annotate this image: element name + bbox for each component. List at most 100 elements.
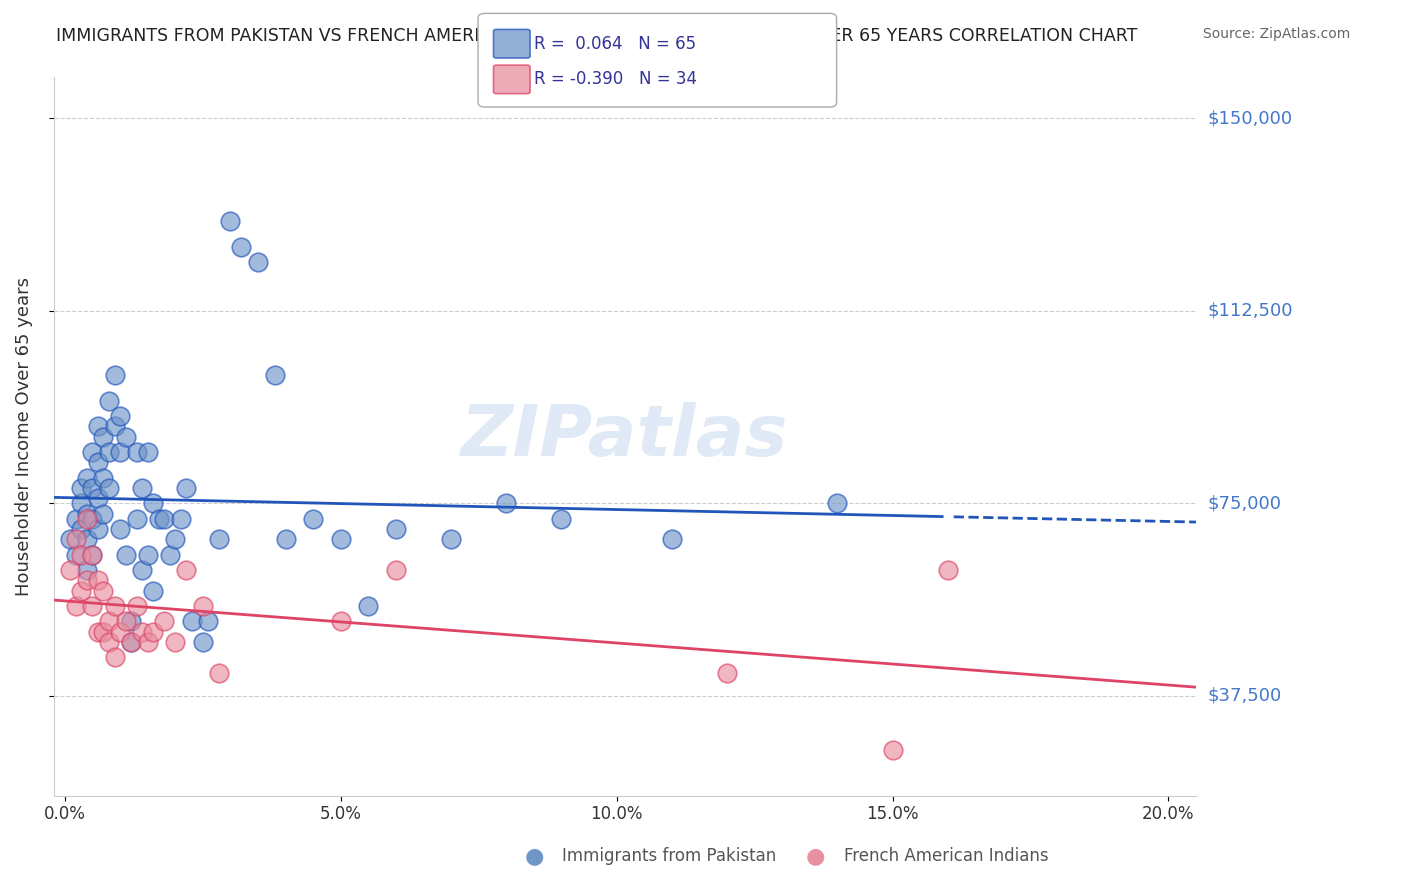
Point: [440, 533, 463, 547]
Point: [302, 511, 325, 525]
Point: [98, 635, 121, 649]
Point: [98, 445, 121, 459]
Point: [191, 635, 214, 649]
Point: [82, 548, 104, 562]
Point: [153, 511, 176, 525]
Point: [82, 511, 104, 525]
Point: [165, 635, 187, 649]
Point: [208, 533, 231, 547]
Point: [93, 429, 115, 443]
Point: [76, 563, 98, 577]
Point: [108, 409, 131, 423]
Point: [131, 624, 153, 639]
Point: [120, 615, 142, 629]
Point: [153, 615, 176, 629]
Point: [246, 255, 269, 269]
Point: [936, 563, 959, 577]
Point: [108, 522, 131, 536]
Text: French American Indians: French American Indians: [844, 847, 1049, 865]
Point: [120, 635, 142, 649]
Point: [82, 548, 104, 562]
Point: [87, 522, 110, 536]
Point: [93, 583, 115, 598]
Point: [385, 563, 408, 577]
Point: [180, 615, 202, 629]
Point: [103, 599, 125, 613]
Point: [70, 583, 93, 598]
Point: [827, 496, 849, 510]
Point: [263, 368, 285, 382]
Y-axis label: Householder Income Over 65 years: Householder Income Over 65 years: [15, 277, 32, 596]
Point: [329, 615, 352, 629]
Point: [70, 481, 93, 495]
Point: [76, 511, 98, 525]
Point: [65, 533, 87, 547]
Point: [65, 511, 87, 525]
Point: [114, 548, 136, 562]
Point: [108, 624, 131, 639]
Point: [174, 481, 197, 495]
Point: [82, 599, 104, 613]
Point: [70, 522, 93, 536]
Point: [197, 615, 219, 629]
Point: [716, 665, 738, 680]
Point: [550, 511, 572, 525]
Point: [76, 574, 98, 588]
Point: [142, 624, 165, 639]
Point: [136, 445, 159, 459]
Text: $75,000: $75,000: [1208, 494, 1281, 512]
Point: [114, 429, 136, 443]
Point: [136, 548, 159, 562]
Point: [274, 533, 297, 547]
Point: [174, 563, 197, 577]
Point: [65, 599, 87, 613]
Point: [882, 742, 904, 756]
Text: $37,500: $37,500: [1208, 687, 1281, 705]
Point: [87, 574, 110, 588]
Point: [131, 563, 153, 577]
Point: [103, 419, 125, 434]
Point: [76, 533, 98, 547]
Point: [142, 496, 165, 510]
Text: ZIPatlas: ZIPatlas: [461, 402, 789, 471]
Point: [87, 491, 110, 505]
Point: [87, 624, 110, 639]
Point: [103, 368, 125, 382]
Point: [82, 445, 104, 459]
Point: [357, 599, 380, 613]
Point: [131, 481, 153, 495]
Point: [103, 650, 125, 665]
Text: $150,000: $150,000: [1208, 110, 1292, 128]
Point: [76, 507, 98, 521]
Point: [125, 445, 148, 459]
Text: R =  0.064   N = 65: R = 0.064 N = 65: [534, 35, 696, 53]
Point: [70, 496, 93, 510]
Point: [329, 533, 352, 547]
Point: [219, 214, 242, 228]
Point: [65, 548, 87, 562]
Text: R = -0.390   N = 34: R = -0.390 N = 34: [534, 70, 697, 88]
Point: [82, 481, 104, 495]
Point: [191, 599, 214, 613]
Point: [208, 665, 231, 680]
Point: [70, 548, 93, 562]
Point: [148, 511, 170, 525]
Point: [76, 470, 98, 484]
Point: [120, 635, 142, 649]
Point: [87, 419, 110, 434]
Point: [98, 481, 121, 495]
Point: [87, 455, 110, 469]
Text: Immigrants from Pakistan: Immigrants from Pakistan: [562, 847, 776, 865]
Text: ●: ●: [524, 847, 544, 866]
Point: [98, 615, 121, 629]
Point: [125, 511, 148, 525]
Text: ●: ●: [806, 847, 825, 866]
Point: [59, 563, 82, 577]
Point: [495, 496, 517, 510]
Point: [59, 533, 82, 547]
Point: [136, 635, 159, 649]
Point: [142, 583, 165, 598]
Point: [125, 599, 148, 613]
Point: [170, 511, 193, 525]
Point: [231, 240, 253, 254]
